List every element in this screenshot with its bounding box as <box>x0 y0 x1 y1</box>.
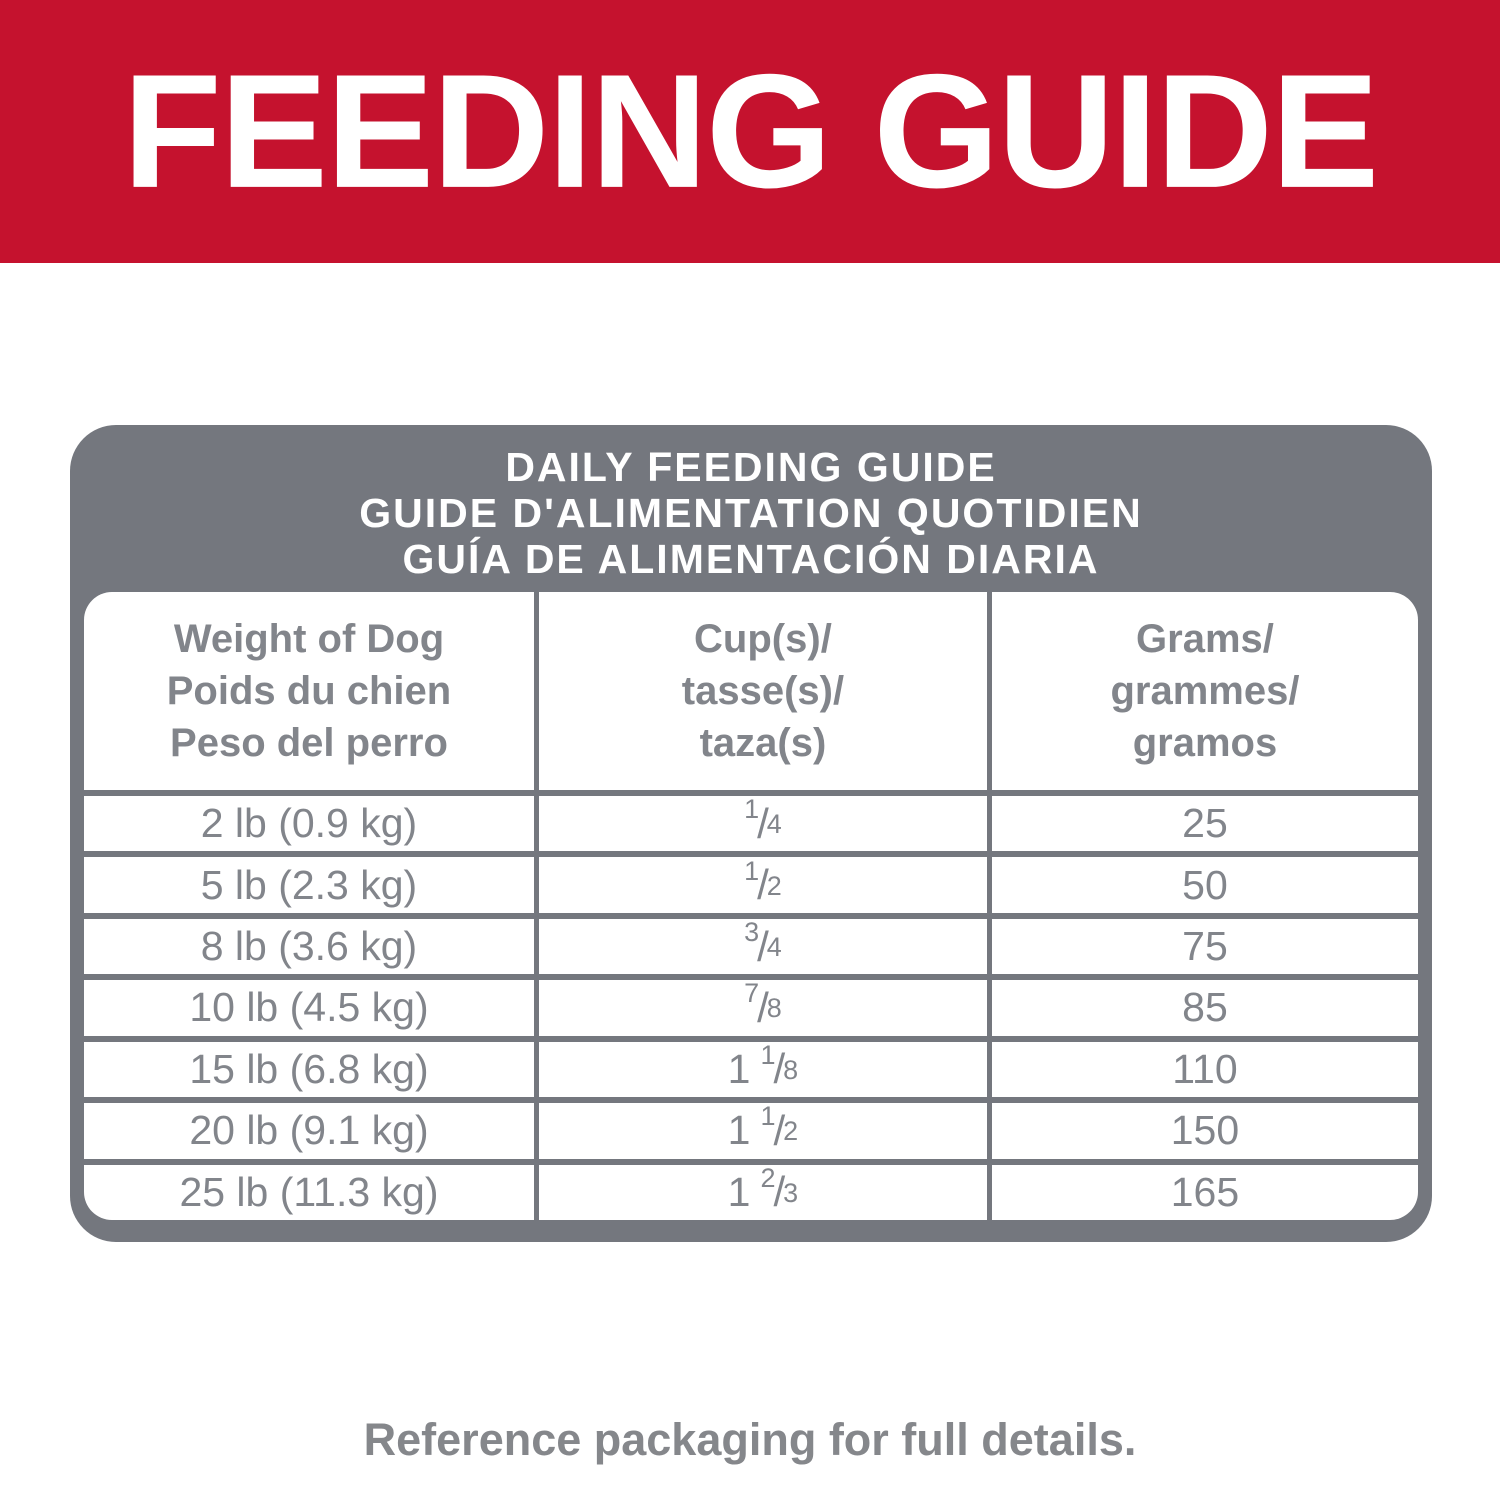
fraction-slash: / <box>773 1045 786 1093</box>
cups-denominator: 8 <box>783 1054 799 1085</box>
column-header-cups-es: taza(s) <box>699 721 827 765</box>
column-header-weight-es: Peso del perro <box>170 721 448 765</box>
column-header-grams-es: gramos <box>1132 721 1278 765</box>
table-row-weight: 8 lb (3.6 kg) <box>84 918 534 975</box>
table-row-weight: 25 lb (11.3 kg) <box>84 1164 534 1220</box>
fraction-slash: / <box>757 983 769 1031</box>
table-row-cups: 1/2 <box>538 855 987 913</box>
table-row-weight: 15 lb (6.8 kg) <box>84 1041 534 1098</box>
table-row-grams: 150 <box>991 1103 1418 1159</box>
table-row-weight: 10 lb (4.5 kg) <box>84 980 534 1036</box>
table-row-cups: 7/8 <box>538 978 987 1036</box>
fraction-slash: / <box>757 799 769 847</box>
table-row-grams: 25 <box>991 796 1418 852</box>
column-header-weight-fr: Poids du chien <box>166 669 452 713</box>
table-row-grams: 85 <box>991 980 1418 1036</box>
fraction-slash: / <box>757 861 769 909</box>
cups-whole: 1 <box>727 1107 751 1154</box>
cups-numerator: 2 <box>760 1162 776 1193</box>
cups-denominator: 4 <box>766 932 782 963</box>
panel-title-english: DAILY FEEDING GUIDE <box>505 444 997 490</box>
cups-denominator: 8 <box>766 993 782 1024</box>
fraction-slash: / <box>773 1168 786 1216</box>
column-header-weight-en: Weight of Dog <box>173 617 445 661</box>
table-row-weight: 2 lb (0.9 kg) <box>84 796 534 852</box>
fraction-slash: / <box>757 922 769 970</box>
column-header-grams-fr: grammes/ <box>1110 669 1300 713</box>
feeding-guide-banner: FEEDING GUIDE <box>0 0 1500 263</box>
fraction-slash: / <box>773 1106 786 1154</box>
table-row-grams: 165 <box>991 1164 1418 1220</box>
table-row-cups: 1 1/2 <box>538 1101 987 1159</box>
table-row-cups: 1 1/8 <box>538 1039 987 1098</box>
cups-numerator: 1 <box>760 1039 776 1070</box>
cups-denominator: 2 <box>783 1116 799 1147</box>
table-row-grams: 110 <box>991 1041 1418 1098</box>
column-header-cups: Cup(s)/ tasse(s)/ taza(s) <box>538 592 987 790</box>
cups-denominator: 4 <box>766 809 782 840</box>
table-row-cups: 3/4 <box>538 917 987 975</box>
table-row-grams: 50 <box>991 857 1418 913</box>
column-header-cups-en: Cup(s)/ <box>694 617 832 661</box>
column-header-cups-fr: tasse(s)/ <box>681 669 845 713</box>
cups-denominator: 2 <box>766 870 782 901</box>
cups-numerator: 1 <box>760 1101 776 1132</box>
column-header-grams: Grams/ grammes/ gramos <box>991 592 1418 790</box>
table-row-cups: 1/4 <box>538 794 987 852</box>
footer-note: Reference packaging for full details. <box>363 1414 1137 1465</box>
panel-title-french: GUIDE D'ALIMENTATION QUOTIDIEN <box>359 490 1143 536</box>
column-header-grams-en: Grams/ <box>1136 617 1274 661</box>
cups-whole: 1 <box>727 1045 751 1092</box>
table-row-weight: 20 lb (9.1 kg) <box>84 1103 534 1159</box>
table-row-cups: 1 2/3 <box>538 1162 987 1220</box>
table-row-weight: 5 lb (2.3 kg) <box>84 857 534 913</box>
daily-feeding-guide-panel: DAILY FEEDING GUIDE GUIDE D'ALIMENTATION… <box>70 425 1432 1242</box>
cups-numerator: 7 <box>744 978 760 1009</box>
cups-denominator: 3 <box>783 1177 799 1208</box>
cups-numerator: 1 <box>744 794 760 825</box>
column-header-weight: Weight of Dog Poids du chien Peso del pe… <box>84 592 534 790</box>
cups-whole: 1 <box>727 1168 751 1215</box>
panel-title: DAILY FEEDING GUIDE GUIDE D'ALIMENTATION… <box>70 425 1432 582</box>
cups-numerator: 1 <box>744 855 760 886</box>
panel-title-spanish: GUÍA DE ALIMENTACIÓN DIARIA <box>402 536 1100 582</box>
banner-title: FEEDING GUIDE <box>122 40 1380 222</box>
feeding-table: Weight of Dog Poids du chien Peso del pe… <box>84 592 1418 1220</box>
table-row-grams: 75 <box>991 918 1418 975</box>
cups-numerator: 3 <box>744 917 760 948</box>
